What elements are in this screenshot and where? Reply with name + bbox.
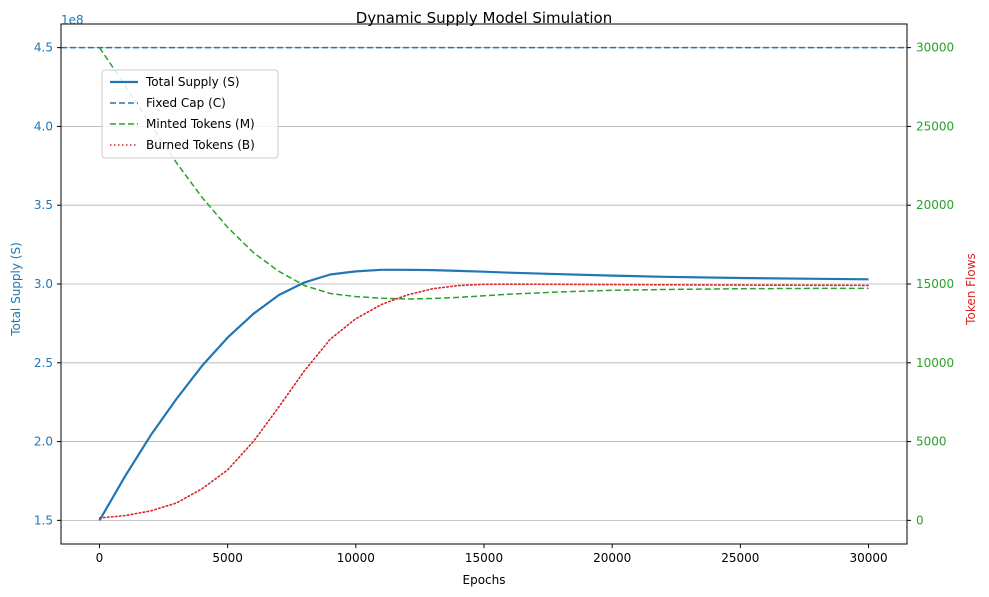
y-right-tick-label-5: 25000 bbox=[916, 119, 954, 133]
y-right-tick-label-3: 15000 bbox=[916, 277, 954, 291]
legend: Total Supply (S) Fixed Cap (C) Minted Toke… bbox=[101, 69, 279, 159]
y-axis-left-offset: 1e8 bbox=[61, 13, 84, 27]
y-right-tick-label-1: 5000 bbox=[916, 435, 947, 449]
y-left-tick-label-0: 1.5 bbox=[34, 513, 53, 527]
legend-box bbox=[101, 69, 279, 159]
x-axis-label: Epochs bbox=[463, 573, 506, 587]
y-axis-right-label: Token Flows bbox=[964, 253, 978, 326]
y-left-tick-label-5: 4.0 bbox=[34, 119, 53, 133]
y-right-tick-label-4: 20000 bbox=[916, 198, 954, 212]
x-tick-label-0: 0 bbox=[96, 551, 104, 565]
x-tick-label-2: 10000 bbox=[337, 551, 375, 565]
chart-title: Dynamic Supply Model Simulation bbox=[356, 9, 613, 27]
y-left-tick-label-1: 2.0 bbox=[34, 435, 53, 449]
y-left-tick-label-6: 4.5 bbox=[34, 41, 53, 55]
y-left-tick-label-3: 3.0 bbox=[34, 277, 53, 291]
x-tick-label-1: 5000 bbox=[212, 551, 243, 565]
x-tick-label-4: 20000 bbox=[593, 551, 631, 565]
series-layer bbox=[61, 46, 907, 521]
x-tick-label-3: 15000 bbox=[465, 551, 503, 565]
y-right-tick-label-6: 30000 bbox=[916, 41, 954, 55]
series-line-3 bbox=[98, 283, 870, 519]
series-line-2 bbox=[98, 47, 869, 300]
y-axis-left-label: Total Supply (S) bbox=[9, 242, 23, 337]
y-right-tick-label-2: 10000 bbox=[916, 356, 954, 370]
legend-label-3: Burned Tokens (B) bbox=[146, 138, 255, 152]
y-left-tick-label-2: 2.5 bbox=[34, 356, 53, 370]
series-line-0 bbox=[98, 268, 869, 521]
legend-label-2: Minted Tokens (M) bbox=[146, 117, 255, 131]
x-tick-label-5: 25000 bbox=[721, 551, 759, 565]
y-right-tick-label-0: 0 bbox=[916, 513, 924, 527]
legend-label-0: Total Supply (S) bbox=[145, 75, 240, 89]
x-tick-label-6: 30000 bbox=[849, 551, 887, 565]
axes: 0 5000 10000 15000 20000 25000 30000 1.5 2.0 2.5 3… bbox=[34, 41, 954, 565]
y-left-tick-label-4: 3.5 bbox=[34, 198, 53, 212]
legend-label-1: Fixed Cap (C) bbox=[146, 96, 226, 110]
